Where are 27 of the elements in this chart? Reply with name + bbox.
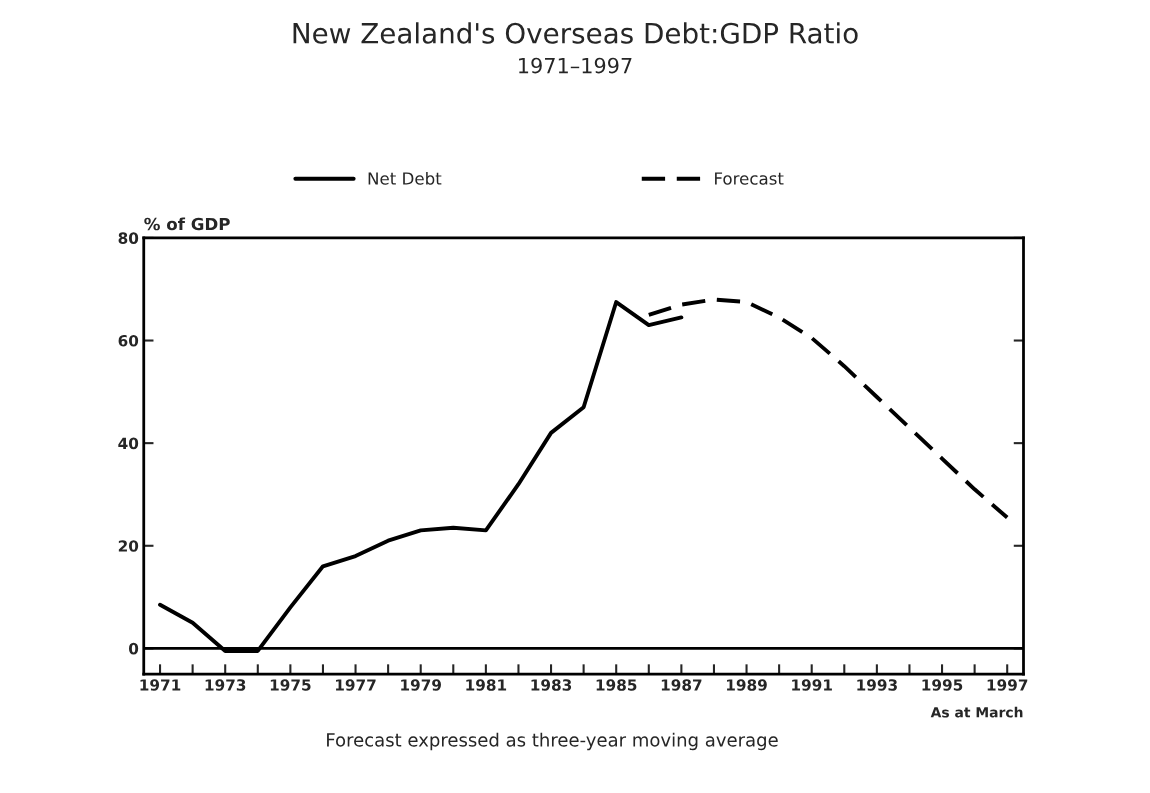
x-tick-label: 1997 xyxy=(987,679,1028,691)
y-tick-label: 40 xyxy=(118,437,139,450)
x-tick-label: 1981 xyxy=(466,679,507,691)
line-series xyxy=(646,297,1010,520)
legend-label: Net Debt xyxy=(368,171,442,185)
text: Forecast expressed as three-year moving average xyxy=(327,732,778,751)
x-tick-label: 1973 xyxy=(205,679,246,691)
x-tick-label: 1993 xyxy=(857,679,897,691)
y-tick-label: 60 xyxy=(118,334,139,347)
y-tick-label: 80 xyxy=(118,232,139,244)
x-tick-label: 1987 xyxy=(661,679,702,691)
x-tick-label: 1971 xyxy=(140,679,181,691)
legend-label: Forecast xyxy=(715,172,784,185)
x-tick-label: 1977 xyxy=(336,679,376,691)
x-tick-label: 1989 xyxy=(727,679,767,691)
x-tick-label: 1995 xyxy=(922,679,963,691)
y-tick-label: 0 xyxy=(128,642,139,655)
x-tick-label: 1991 xyxy=(792,679,832,691)
chart-subtitle: 1971–1997 xyxy=(519,57,632,74)
x-tick-label: 1983 xyxy=(531,679,572,691)
chart-title: New Zealand's Overseas Debt:GDP Ratio xyxy=(293,22,858,44)
text: As at March xyxy=(930,706,1023,718)
x-tick-label: 1975 xyxy=(270,679,311,691)
y-axis-title: % of GDP xyxy=(144,217,230,231)
x-tick-label: 1979 xyxy=(401,679,441,691)
x-tick-label: 1985 xyxy=(596,679,637,691)
y-tick-label: 20 xyxy=(118,540,139,552)
